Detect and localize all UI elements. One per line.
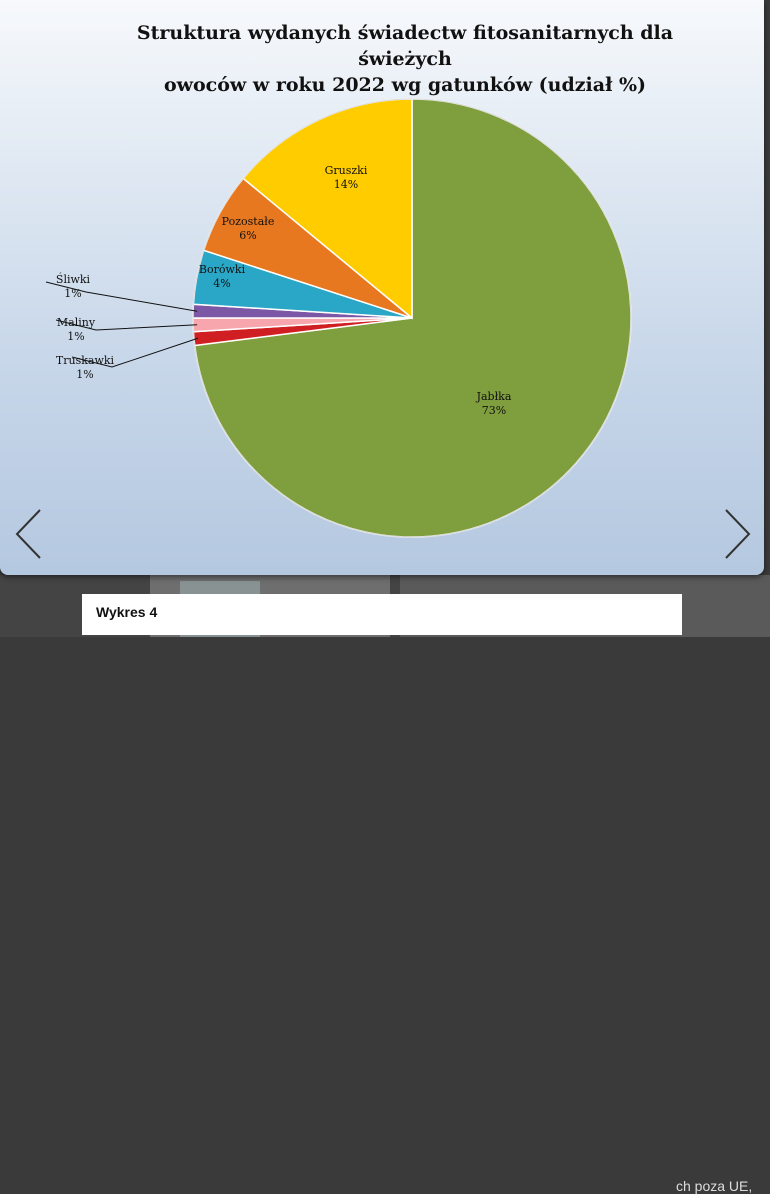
lightbox: Struktura wydanych świadectw fitosanitar…	[0, 0, 764, 575]
chart-title: Struktura wydanych świadectw fitosanitar…	[95, 20, 715, 98]
image-caption: Wykres 4	[82, 594, 682, 635]
slice-label-śliwki: Śliwki	[56, 272, 91, 286]
slice-value-maliny: 1%	[67, 330, 84, 343]
slice-value-gruszki: 14%	[334, 178, 358, 191]
pie-slice-jabłka	[193, 98, 632, 538]
slice-label-maliny: Maliny	[57, 316, 96, 329]
chart-title-line-1: Struktura wydanych świadectw fitosanitar…	[136, 22, 674, 70]
chart-title-line-2: owoców w roku 2022 wg gatunków (udział %…	[163, 74, 647, 96]
background-text: ch poza UE,	[676, 1178, 753, 1194]
pie-slice-gruszki	[242, 98, 413, 320]
slice-label-borówki: Borówki	[199, 263, 246, 276]
slice-label-pozostałe: Pozostałe	[222, 215, 275, 228]
slice-value-truskawki: 1%	[76, 368, 93, 381]
caption-text: Wykres 4	[96, 604, 158, 620]
slice-label-jabłka: Jabłka	[476, 390, 512, 403]
pie-outline	[192, 98, 632, 538]
slice-label-truskawki: Truskawki	[56, 354, 115, 367]
slice-value-jabłka: 73%	[482, 404, 506, 417]
leader-line-śliwki	[45, 281, 198, 312]
slice-value-śliwki: 1%	[64, 287, 81, 300]
leader-line-maliny	[55, 319, 198, 331]
previous-arrow-icon[interactable]	[14, 508, 44, 560]
slice-label-gruszki: Gruszki	[325, 164, 368, 177]
slice-value-pozostałe: 6%	[239, 229, 256, 242]
pie-chart: Jabłka73%Truskawki1%Maliny1%Śliwki1%Boró…	[45, 98, 632, 538]
next-arrow-icon[interactable]	[722, 508, 752, 560]
slice-value-borówki: 4%	[213, 277, 230, 290]
leader-line-truskawki	[71, 337, 199, 368]
